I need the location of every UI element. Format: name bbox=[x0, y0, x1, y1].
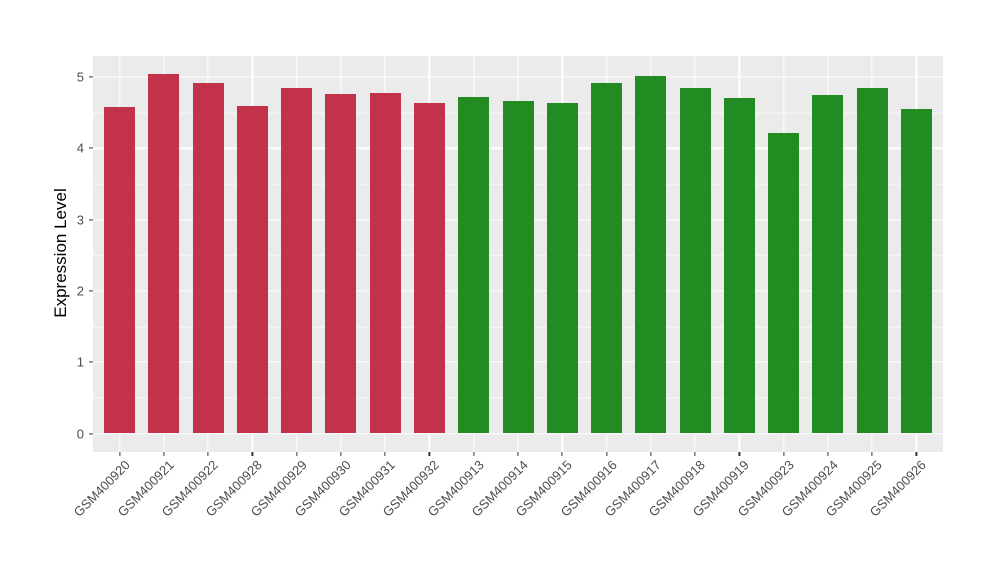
x-tick-mark bbox=[650, 452, 652, 456]
bar bbox=[591, 82, 623, 434]
bar bbox=[679, 87, 711, 434]
x-tick-mark bbox=[827, 452, 829, 456]
bar bbox=[900, 108, 932, 434]
y-tick-mark bbox=[89, 76, 93, 78]
bar bbox=[635, 76, 667, 434]
x-tick-mark bbox=[605, 452, 608, 456]
bar bbox=[369, 92, 401, 434]
x-tick-mark bbox=[251, 452, 253, 456]
y-tick-label: 3 bbox=[76, 212, 84, 228]
bar bbox=[192, 83, 224, 434]
bar bbox=[148, 74, 180, 434]
y-tick-mark bbox=[89, 147, 93, 149]
x-tick-mark bbox=[340, 452, 342, 456]
y-tick-mark bbox=[89, 432, 93, 435]
y-tick-mark bbox=[89, 218, 93, 221]
x-tick-mark bbox=[694, 452, 696, 456]
y-tick-label: 4 bbox=[76, 140, 84, 156]
x-tick-mark bbox=[384, 452, 386, 456]
y-tick-label: 0 bbox=[76, 426, 84, 441]
bar bbox=[502, 101, 534, 434]
x-tick-mark bbox=[296, 452, 298, 456]
x-tick-mark bbox=[871, 452, 873, 456]
bar bbox=[458, 96, 490, 434]
bar bbox=[723, 98, 755, 434]
y-tick-label: 2 bbox=[76, 283, 84, 299]
x-tick-mark bbox=[783, 452, 785, 456]
x-tick-mark bbox=[473, 452, 475, 456]
plot-panel bbox=[93, 56, 943, 452]
x-tick-mark bbox=[738, 452, 740, 456]
x-tick-mark bbox=[428, 452, 431, 456]
bar bbox=[856, 88, 888, 434]
x-tick-mark bbox=[915, 452, 918, 456]
bar bbox=[236, 106, 268, 434]
x-tick-mark bbox=[118, 452, 121, 456]
y-tick-label: 1 bbox=[76, 354, 84, 370]
bar bbox=[546, 103, 578, 434]
bar bbox=[104, 106, 136, 434]
x-tick-mark bbox=[517, 452, 519, 456]
bar bbox=[812, 94, 844, 434]
y-tick-mark bbox=[89, 290, 93, 292]
x-tick-mark bbox=[561, 452, 563, 456]
y-tick-label: 5 bbox=[76, 69, 84, 85]
bar bbox=[281, 88, 313, 434]
bar bbox=[325, 94, 357, 434]
x-tick-mark bbox=[207, 452, 209, 456]
bar bbox=[768, 132, 800, 434]
x-tick-mark bbox=[163, 452, 165, 456]
bar bbox=[413, 102, 445, 434]
y-tick-mark bbox=[89, 361, 93, 363]
